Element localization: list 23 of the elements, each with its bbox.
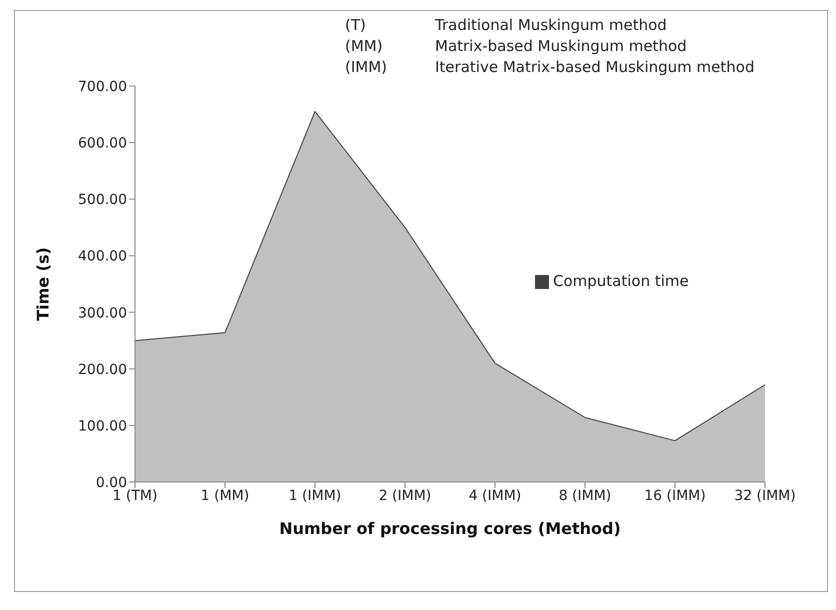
text: (IMM) — [345, 57, 388, 78]
x-axis-title: Number of processing cores (Method) — [279, 519, 621, 538]
y-tick-label: 600.00 — [78, 136, 127, 152]
y-tick-label: 700.00 — [78, 78, 127, 95]
y-tick-label: 300.00 — [78, 305, 127, 322]
x-tick-label: 2 (IMM) — [378, 488, 432, 504]
y-axis-title: Time (s) — [34, 247, 53, 321]
text: Matrix-based Muskingum method — [435, 36, 687, 57]
x-tick-label: 4 (IMM) — [468, 488, 522, 504]
text: (MM) — [345, 36, 384, 57]
x-tick-label: 1 (MM) — [200, 488, 250, 504]
text: (T) — [345, 15, 367, 36]
y-tick-label: 100.00 — [78, 418, 127, 434]
x-tick-label: 32 (IMM) — [734, 488, 796, 504]
text: Iterative Matrix-based Muskingum method — [435, 57, 754, 78]
x-tick-label: 8 (IMM) — [558, 488, 612, 504]
x-tick-label: 1 (IMM) — [288, 488, 342, 504]
y-tick-label: 400.00 — [78, 248, 127, 265]
y-tick-label: 500.00 — [78, 192, 127, 208]
text: Traditional Muskingum method — [435, 15, 667, 36]
y-tick-label: 200.00 — [78, 362, 127, 378]
legend-label: Computation time — [553, 272, 689, 290]
x-tick-label: 16 (IMM) — [644, 488, 706, 504]
